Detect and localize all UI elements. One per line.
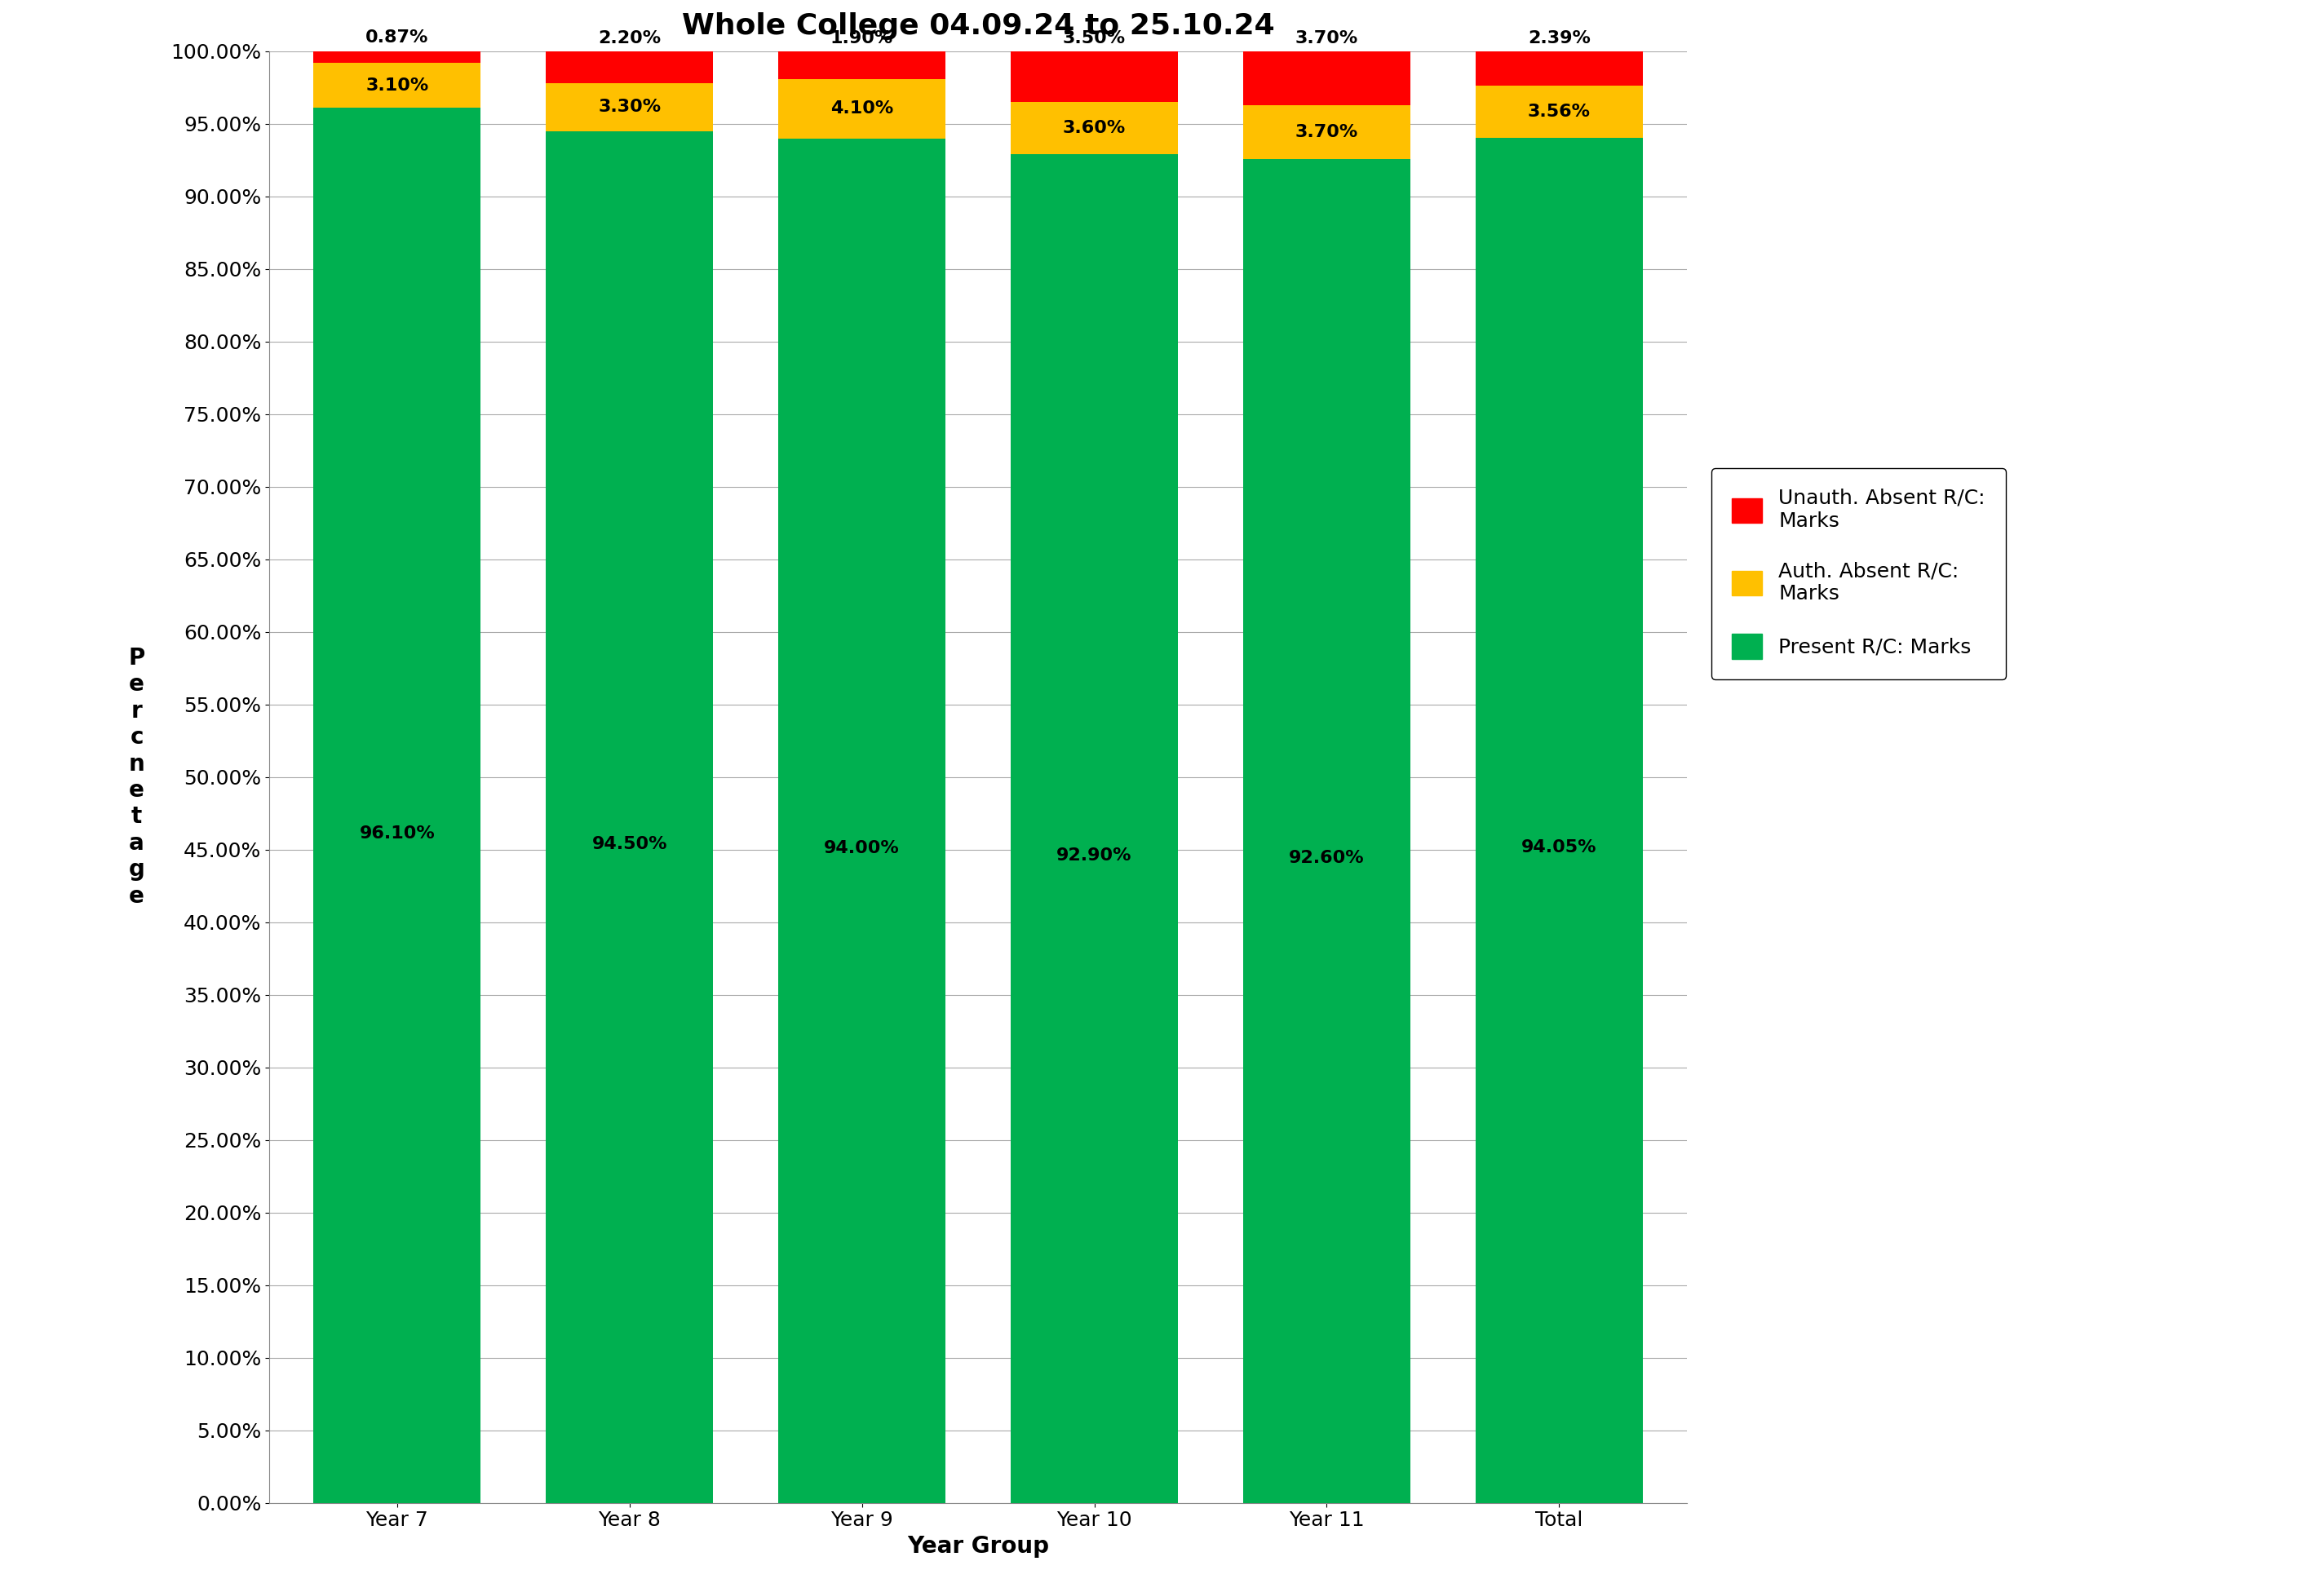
Bar xyxy=(1011,102,1178,154)
X-axis label: Year Group: Year Group xyxy=(906,1535,1048,1557)
Text: 92.60%: 92.60% xyxy=(1290,849,1364,865)
Text: 3.30%: 3.30% xyxy=(597,99,660,115)
Title: Whole College 04.09.24 to 25.10.24: Whole College 04.09.24 to 25.10.24 xyxy=(681,13,1274,39)
Legend: Unauth. Absent R/C:
Marks, Auth. Absent R/C:
Marks, Present R/C: Marks: Unauth. Absent R/C: Marks, Auth. Absent … xyxy=(1710,468,2006,680)
Bar xyxy=(1476,86,1643,138)
Bar xyxy=(1011,52,1178,102)
Bar xyxy=(1476,138,1643,1502)
Bar xyxy=(546,52,713,83)
Bar xyxy=(314,50,481,63)
Text: 1.90%: 1.90% xyxy=(830,30,892,47)
Bar xyxy=(1243,159,1411,1502)
Text: 2.20%: 2.20% xyxy=(597,30,660,47)
Bar xyxy=(779,52,946,78)
Text: 2.39%: 2.39% xyxy=(1527,30,1590,47)
Text: 3.70%: 3.70% xyxy=(1294,124,1357,140)
Text: 94.05%: 94.05% xyxy=(1522,840,1597,856)
Text: 4.10%: 4.10% xyxy=(830,100,892,116)
Bar xyxy=(314,108,481,1502)
Bar xyxy=(1011,154,1178,1502)
Text: 92.90%: 92.90% xyxy=(1057,848,1132,864)
Bar xyxy=(1476,52,1643,86)
Bar xyxy=(1243,105,1411,159)
Y-axis label: P
e
r
c
n
e
t
a
g
e: P e r c n e t a g e xyxy=(128,647,144,907)
Text: 96.10%: 96.10% xyxy=(360,826,435,842)
Text: 94.00%: 94.00% xyxy=(825,840,899,856)
Text: 0.87%: 0.87% xyxy=(365,30,428,46)
Text: 94.50%: 94.50% xyxy=(593,837,667,853)
Bar xyxy=(779,78,946,138)
Bar xyxy=(1243,52,1411,105)
Text: 3.70%: 3.70% xyxy=(1294,30,1357,47)
Bar xyxy=(546,130,713,1502)
Text: 3.50%: 3.50% xyxy=(1062,30,1125,47)
Text: 3.10%: 3.10% xyxy=(365,77,428,94)
Bar xyxy=(779,138,946,1502)
Text: 3.60%: 3.60% xyxy=(1062,119,1125,137)
Bar xyxy=(314,63,481,108)
Bar xyxy=(546,83,713,130)
Text: 3.56%: 3.56% xyxy=(1527,104,1590,119)
